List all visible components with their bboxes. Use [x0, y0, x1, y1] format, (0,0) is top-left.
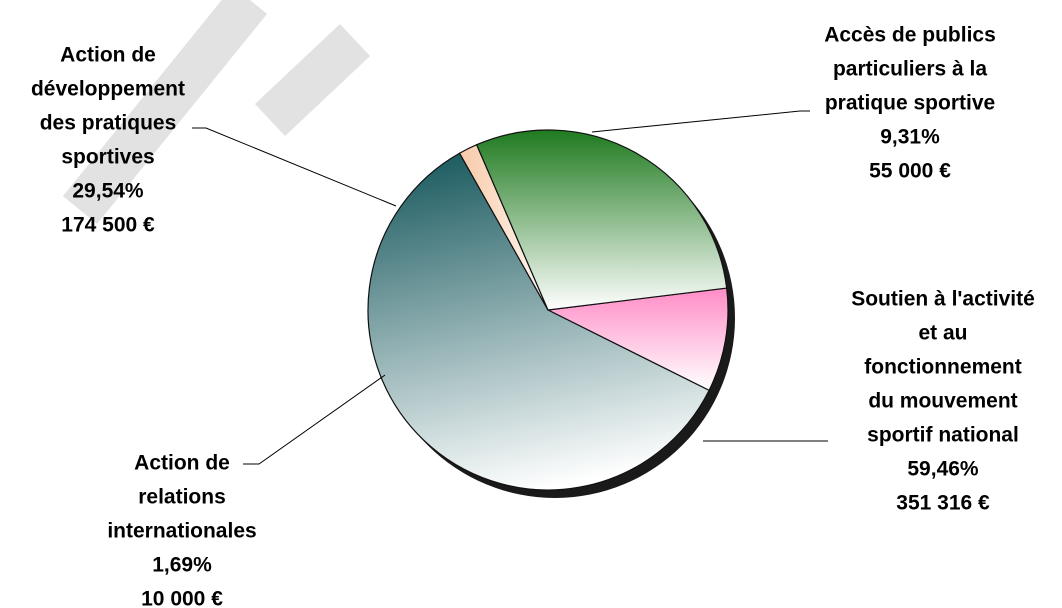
- label-line-3: des pratiques: [40, 112, 177, 135]
- label-line-1: et au: [918, 322, 967, 345]
- label-line-3: Action de: [60, 44, 156, 67]
- slice-labels: Accès de publics particuliers à la pratiqu…: [31, 24, 1035, 608]
- label-line-0: pratique sportive: [825, 92, 995, 115]
- label-line-2: relations: [138, 486, 226, 509]
- label-line-3: sportives: [61, 146, 154, 169]
- amount-label-0: 55 000 €: [869, 160, 951, 183]
- leader-line-0: [591, 110, 810, 133]
- label-line-1: Soutien à l'activité: [851, 288, 1035, 311]
- slice-soutien-a-l-activite-1: [367, 152, 710, 491]
- label-line-1: sportif national: [867, 424, 1019, 447]
- label-line-0: Accès de publics: [824, 24, 996, 47]
- slice-acces-de-publics-0: [545, 287, 729, 392]
- slice-action-de-3: [475, 129, 728, 311]
- percent-label-1: 59,46%: [907, 458, 979, 481]
- leader-line-2: [243, 374, 386, 465]
- amount-label-2: 10 000 €: [141, 588, 223, 608]
- amount-label-1: 351 316 €: [896, 492, 990, 515]
- label-line-1: fonctionnement: [864, 356, 1022, 379]
- leader-lines: [192, 110, 828, 465]
- percent-label-2: 1,69%: [152, 554, 212, 577]
- label-line-2: internationales: [107, 520, 256, 543]
- label-line-3: développement: [31, 78, 185, 101]
- label-line-0: particuliers à la: [833, 58, 987, 81]
- label-line-2: Action de: [134, 452, 230, 475]
- percent-label-3: 29,54%: [72, 180, 144, 203]
- label-line-1: du mouvement: [868, 390, 1017, 413]
- pie-slices: [367, 129, 729, 491]
- percent-label-0: 9,31%: [880, 126, 940, 149]
- watermark: [62, 0, 371, 224]
- leader-line-3: [192, 127, 397, 207]
- amount-label-3: 174 500 €: [61, 214, 155, 237]
